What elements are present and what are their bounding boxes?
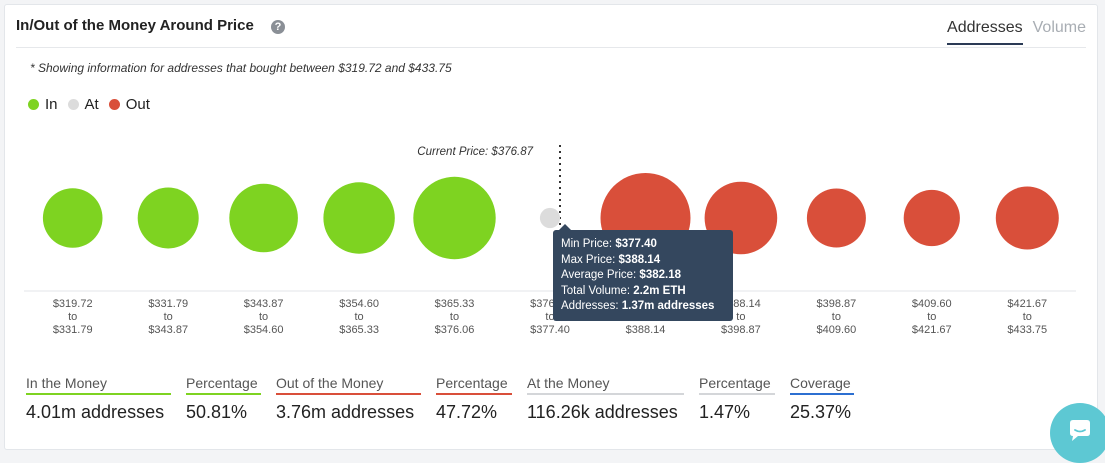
current-price-label: Current Price: $376.87 [417,146,533,158]
tick-label-3-to: to [355,311,364,323]
stat-in-money-value: 4.01m addresses [26,402,165,422]
tooltip-min-label: Min Price: [561,238,613,250]
tick-label-5-high: $377.40 [530,324,570,336]
header-divider [16,47,1086,48]
tooltip-max-value: $388.14 [618,253,661,266]
tick-label-2-high: $354.60 [244,324,284,336]
legend-at-dot-icon [67,99,79,110]
bubble-at-5[interactable] [539,207,561,229]
legend: In At Out [28,96,150,113]
help-icon[interactable]: ? [271,20,285,34]
tooltip-addresses-value: 1.37m addresses [621,300,715,312]
bubble-in-3[interactable] [323,182,395,254]
stat-in-money-label: In the Money [26,375,171,395]
legend-out-label: Out [125,96,150,113]
tick-label-0-high: $331.79 [53,324,93,336]
tick-label-9-high: $421.67 [912,324,952,336]
tick-label-1-low: $331.79 [148,298,188,310]
tick-label-3-low: $354.60 [339,298,379,310]
tick-label-9-low: $409.60 [912,298,952,310]
tick-label-6-high: $388.14 [626,324,666,336]
range-note: * Showing information for addresses that… [30,61,452,75]
tooltip-min-value: $377.40 [615,238,657,250]
stat-in-percentage: Percentage 50.81% [186,375,261,423]
tick-label-10-to: to [1023,311,1032,323]
tick-label-8-low: $398.87 [817,298,857,310]
panel-title: In/Out of the Money Around Price [16,17,254,34]
tick-label-2-low: $343.87 [244,298,284,310]
tick-label-8-to: to [832,311,841,323]
bubble-in-0[interactable] [42,188,103,248]
tick-label-2-to: to [259,311,268,323]
chat-bubble-icon [1070,420,1090,441]
tick-label-7-high: $398.87 [721,324,761,336]
legend-in-dot-icon [28,99,39,110]
bubble-in-1[interactable] [137,187,199,249]
stat-at-percentage: Percentage 1.47% [699,375,775,423]
legend-at[interactable]: At [67,96,99,113]
stat-at-money: At the Money 116.26k addresses [527,375,684,423]
stat-at-percentage-value: 1.47% [699,402,751,422]
stat-in-percentage-value: 50.81% [186,402,248,422]
bubble-out-10[interactable] [995,186,1059,250]
tick-label-4-to: to [450,311,459,323]
stat-out-percentage: Percentage 47.72% [436,375,512,423]
bubble-out-8[interactable] [806,188,866,248]
tick-label-0-to: to [68,311,77,323]
bucket-tooltip: Min Price: $377.40 Max Price: $388.14 Av… [553,224,733,321]
tooltip-volume-value: 2.2m ETH [633,284,686,297]
bubble-in-2[interactable] [229,183,298,253]
tick-label-1-to: to [164,311,173,323]
tab-addresses[interactable]: Addresses [947,19,1023,45]
tooltip-max-label: Max Price: [561,253,616,266]
stat-coverage: Coverage 25.37% [790,375,854,423]
tooltip-avg-value: $382.18 [639,269,681,281]
stat-coverage-value: 25.37% [790,402,852,422]
tick-label-7-to: to [736,311,745,323]
tick-label-4-low: $365.33 [435,298,475,310]
metric-tabs: Addresses Volume [947,19,1086,45]
tick-label-9-to: to [927,311,936,323]
tick-label-10-low: $421.67 [1007,298,1047,310]
summary-stats: In the Money 4.01m addresses Percentage … [26,375,869,423]
stat-out-percentage-value: 47.72% [436,402,498,422]
bubble-in-4[interactable] [413,176,496,260]
tick-label-5-to: to [545,311,554,323]
legend-in-label: In [45,96,58,113]
legend-out[interactable]: Out [108,96,150,113]
stat-in-percentage-label: Percentage [186,375,261,395]
tooltip-avg-label: Average Price: [561,269,637,281]
tick-label-1-high: $343.87 [148,324,188,336]
chat-button[interactable] [1050,403,1105,463]
stat-in-money: In the Money 4.01m addresses [26,375,171,423]
stat-out-money-value: 3.76m addresses [276,402,415,422]
tick-label-8-high: $409.60 [817,324,857,336]
legend-in[interactable]: In [28,96,58,113]
stat-at-money-label: At the Money [527,375,684,395]
stat-at-percentage-label: Percentage [699,375,775,395]
stat-coverage-label: Coverage [790,375,854,395]
tooltip-addresses-label: Addresses: [561,300,619,312]
bubble-out-9[interactable] [903,189,960,247]
stat-at-money-value: 116.26k addresses [527,402,678,422]
stat-out-percentage-label: Percentage [436,375,512,395]
tick-label-10-high: $433.75 [1007,324,1047,336]
tick-label-3-high: $365.33 [339,324,379,336]
legend-out-dot-icon [108,99,120,110]
tab-volume[interactable]: Volume [1032,19,1086,36]
tick-label-4-high: $376.06 [435,324,475,336]
tooltip-volume-label: Total Volume: [561,284,631,297]
stat-out-money: Out of the Money 3.76m addresses [276,375,421,423]
tick-label-0-low: $319.72 [53,298,93,310]
stat-out-money-label: Out of the Money [276,375,421,395]
legend-at-label: At [84,96,99,113]
